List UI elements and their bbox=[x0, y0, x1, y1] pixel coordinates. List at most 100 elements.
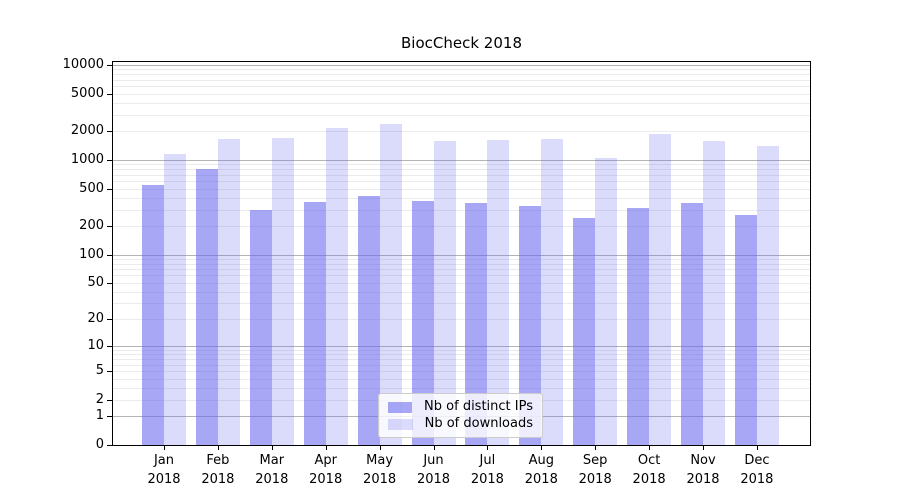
y-tick-label: 2 bbox=[95, 391, 104, 407]
y-tick-mark bbox=[107, 282, 112, 284]
bar-downloads-apr bbox=[325, 127, 348, 445]
x-tick-mark bbox=[595, 446, 597, 450]
y-tick-label: 500 bbox=[79, 180, 104, 196]
x-tick-label: Nov 2018 bbox=[686, 453, 720, 487]
y-tick-label: 0 bbox=[95, 437, 104, 452]
y-tick-mark bbox=[107, 160, 112, 161]
y-tick-mark bbox=[107, 254, 112, 256]
x-tick-mark bbox=[164, 446, 165, 450]
x-tick-label: Mar 2018 bbox=[255, 453, 289, 487]
minor-gridline bbox=[113, 303, 810, 305]
x-tick-label: Jan 2018 bbox=[147, 453, 181, 487]
minor-gridline bbox=[113, 291, 810, 293]
bar-downloads-dec bbox=[756, 146, 779, 445]
minor-gridline bbox=[113, 364, 810, 366]
bar-distinct-ips-jun bbox=[411, 200, 434, 445]
minor-gridline bbox=[113, 371, 810, 373]
minor-gridline bbox=[113, 102, 810, 104]
minor-gridline bbox=[113, 226, 810, 228]
bar-distinct-ips-aug bbox=[519, 205, 542, 445]
y-tick-mark bbox=[107, 188, 112, 190]
y-tick-label: 50 bbox=[87, 274, 104, 290]
x-tick-mark bbox=[756, 446, 758, 450]
minor-gridline bbox=[113, 131, 810, 133]
y-tick-mark bbox=[107, 65, 112, 66]
bar-downloads-nov bbox=[703, 141, 725, 445]
minor-gridline bbox=[113, 319, 810, 321]
minor-gridline bbox=[113, 282, 810, 284]
legend-label-distinct-ips: Nb of distinct IPs bbox=[424, 399, 533, 414]
bar-distinct-ips-apr bbox=[303, 201, 326, 445]
y-tick-label: 1000 bbox=[70, 152, 104, 167]
minor-gridline bbox=[113, 209, 810, 211]
y-tick-label: 5 bbox=[95, 363, 104, 379]
legend-item-distinct-ips: Nb of distinct IPs bbox=[388, 399, 533, 415]
x-tick-mark bbox=[487, 446, 489, 450]
x-tick-label: Jul 2018 bbox=[470, 453, 504, 487]
x-tick-mark bbox=[541, 446, 543, 450]
bar-distinct-ips-feb bbox=[195, 168, 218, 445]
y-tick-mark bbox=[107, 319, 112, 321]
minor-gridline bbox=[113, 86, 810, 88]
minor-gridline bbox=[113, 79, 810, 81]
minor-gridline bbox=[113, 269, 810, 271]
major-gridline bbox=[113, 254, 810, 256]
legend-swatch-downloads bbox=[388, 418, 413, 430]
x-tick-label: May 2018 bbox=[363, 453, 397, 487]
x-tick-label: Jun 2018 bbox=[416, 453, 451, 487]
plot-area bbox=[112, 61, 811, 446]
x-tick-mark bbox=[271, 446, 273, 450]
bar-distinct-ips-jan bbox=[142, 185, 164, 445]
x-tick-label: Dec 2018 bbox=[740, 453, 774, 487]
y-tick-mark bbox=[107, 399, 112, 401]
legend: Nb of distinct IPs Nb of downloads bbox=[378, 393, 543, 438]
y-tick-label: 1 bbox=[95, 408, 104, 424]
minor-gridline bbox=[113, 74, 810, 76]
bar-downloads-jan bbox=[164, 153, 186, 445]
minor-gridline bbox=[113, 164, 810, 166]
legend-swatch-distinct-ips bbox=[388, 401, 413, 413]
x-tick-mark bbox=[433, 446, 435, 450]
bar-distinct-ips-sep bbox=[573, 217, 596, 445]
minor-gridline bbox=[113, 174, 810, 176]
y-tick-label: 10 bbox=[87, 338, 104, 354]
bar-downloads-may bbox=[379, 123, 402, 445]
legend-label-downloads: Nb of downloads bbox=[424, 416, 533, 431]
x-tick-label: Feb 2018 bbox=[201, 453, 235, 487]
y-tick-mark bbox=[107, 371, 112, 373]
y-tick-label: 20 bbox=[87, 311, 104, 327]
chart-title: BiocCheck 2018 bbox=[401, 34, 522, 52]
x-tick-label: Aug 2018 bbox=[524, 453, 558, 487]
bar-distinct-ips-oct bbox=[627, 208, 650, 445]
bar-distinct-ips-jul bbox=[465, 203, 488, 445]
x-tick-label: Sep 2018 bbox=[578, 453, 612, 487]
bar-downloads-aug bbox=[541, 138, 564, 445]
y-tick-mark bbox=[107, 346, 112, 348]
y-tick-mark bbox=[107, 445, 112, 446]
minor-gridline bbox=[113, 387, 810, 389]
bar-downloads-feb bbox=[217, 138, 240, 445]
bar-downloads-sep bbox=[595, 157, 618, 445]
major-gridline bbox=[113, 346, 810, 348]
minor-gridline bbox=[113, 354, 810, 356]
y-tick-mark bbox=[107, 93, 112, 95]
x-tick-mark bbox=[703, 446, 704, 450]
bar-downloads-mar bbox=[271, 137, 294, 445]
y-tick-mark bbox=[107, 416, 112, 418]
y-tick-label: 2000 bbox=[70, 123, 104, 139]
bar-downloads-jun bbox=[433, 141, 456, 445]
y-tick-mark bbox=[107, 131, 112, 133]
minor-gridline bbox=[113, 69, 810, 71]
bar-downloads-jul bbox=[487, 139, 510, 445]
y-tick-label: 200 bbox=[79, 218, 104, 234]
minor-gridline bbox=[113, 263, 810, 265]
legend-item-downloads: Nb of downloads bbox=[388, 416, 533, 432]
minor-gridline bbox=[113, 378, 810, 380]
bar-downloads-oct bbox=[649, 133, 672, 445]
bar-distinct-ips-dec bbox=[734, 214, 757, 445]
minor-gridline bbox=[113, 350, 810, 351]
minor-gridline bbox=[113, 181, 810, 182]
minor-gridline bbox=[113, 275, 810, 277]
minor-gridline bbox=[113, 169, 810, 171]
